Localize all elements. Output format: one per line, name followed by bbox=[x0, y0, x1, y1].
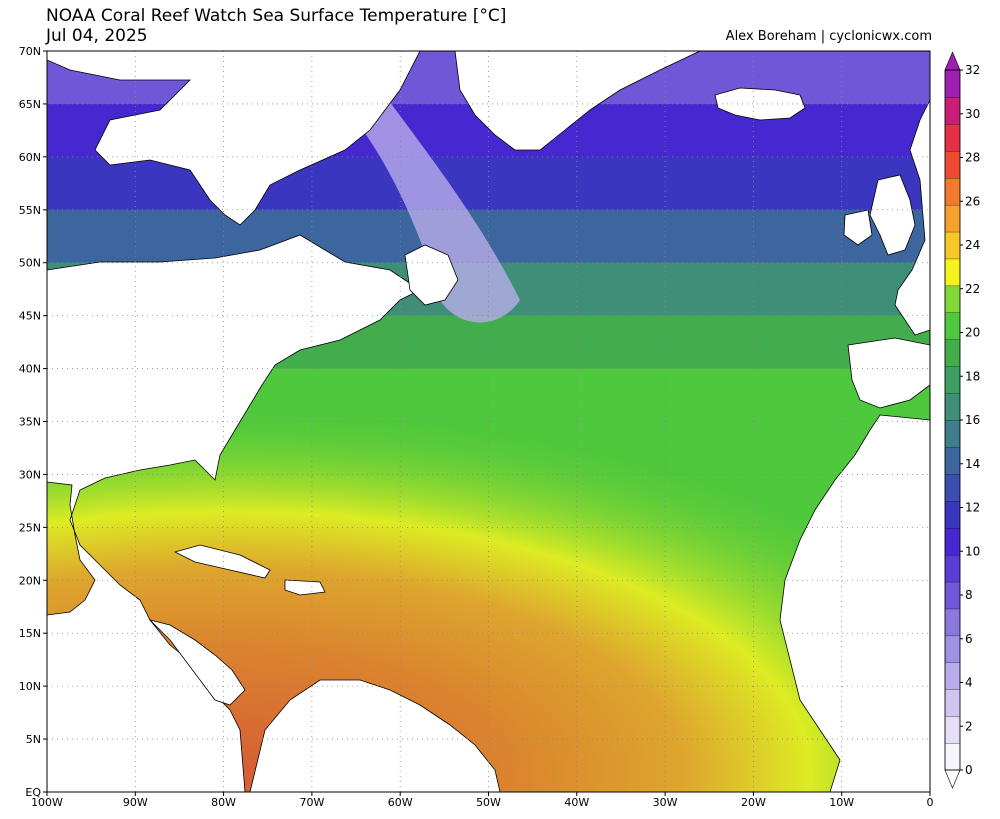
colorbar-swatch bbox=[944, 204, 961, 233]
colorbar-tick-label: 30 bbox=[965, 107, 980, 121]
cuba bbox=[173, 544, 271, 579]
colorbar-tick-label: 8 bbox=[965, 588, 973, 602]
lon-tick-label: 0 bbox=[927, 796, 934, 809]
colorbar-swatch bbox=[944, 312, 961, 340]
colorbar-swatch bbox=[944, 473, 961, 502]
lon-tick-label: 100W bbox=[31, 796, 63, 809]
land-masses bbox=[47, 51, 930, 792]
colorbar-swatch bbox=[944, 742, 961, 771]
colorbar-swatch bbox=[944, 177, 961, 206]
colorbar-swatch bbox=[944, 662, 961, 690]
colorbar bbox=[944, 51, 961, 789]
colorbar-max-arrow bbox=[944, 51, 961, 71]
greenland bbox=[454, 51, 701, 151]
colorbar-swatch bbox=[944, 689, 961, 717]
colorbar-tick-label: 20 bbox=[965, 326, 980, 340]
lon-tick-label: 60W bbox=[388, 796, 413, 809]
colorbar-swatch bbox=[944, 581, 961, 610]
colorbar-tick-label: 16 bbox=[965, 413, 980, 427]
colorbar-swatch bbox=[944, 366, 961, 394]
lat-tick-label: 15N bbox=[19, 627, 41, 640]
lon-tick-label: 80W bbox=[211, 796, 236, 809]
colorbar-tick-label: 22 bbox=[965, 282, 980, 296]
colorbar-tick-label: 32 bbox=[965, 63, 980, 77]
lon-tick-label: 10W bbox=[829, 796, 854, 809]
colorbar-swatch bbox=[944, 285, 961, 313]
south-america bbox=[249, 679, 501, 792]
lat-tick-label: 60N bbox=[19, 151, 41, 164]
colorbar-swatch bbox=[944, 258, 961, 287]
lat-tick-label: 25N bbox=[19, 521, 41, 534]
lon-tick-label: 50W bbox=[476, 796, 501, 809]
longitude-tick-labels: 100W 90W 80W 70W 60W 50W 40W 30W 20W 10W 0 bbox=[31, 792, 934, 809]
hispaniola bbox=[284, 579, 326, 596]
map-title: NOAA Coral Reef Watch Sea Surface Temper… bbox=[46, 6, 507, 26]
labrador-current bbox=[340, 60, 520, 323]
lat-tick-label: EQ bbox=[25, 786, 41, 799]
colorbar-swatch bbox=[944, 96, 961, 125]
lon-tick-label: 40W bbox=[564, 796, 589, 809]
lat-tick-label: 65N bbox=[19, 98, 41, 111]
colorbar-swatch bbox=[944, 716, 961, 744]
lon-tick-label: 20W bbox=[741, 796, 766, 809]
colorbar-tick-label: 12 bbox=[965, 501, 980, 515]
colorbar-tick-label: 2 bbox=[965, 719, 973, 733]
colorbar-swatch bbox=[944, 527, 961, 556]
hudson-bay-shore bbox=[47, 51, 421, 226]
colorbar-tick-label: 0 bbox=[965, 763, 973, 777]
map-date: Jul 04, 2025 bbox=[46, 26, 148, 46]
lat-tick-label: 10N bbox=[19, 680, 41, 693]
central-america bbox=[148, 619, 246, 706]
colorbar-swatch bbox=[944, 69, 961, 98]
iberia bbox=[847, 337, 930, 409]
colorbar-swatch bbox=[944, 635, 961, 663]
europe bbox=[894, 51, 930, 336]
colorbar-swatch bbox=[944, 608, 961, 637]
sst-field bbox=[47, 51, 930, 792]
lat-tick-label: 45N bbox=[19, 310, 41, 323]
colorbar-tick-label: 26 bbox=[965, 194, 980, 208]
colorbar-tick-label: 28 bbox=[965, 151, 980, 165]
lat-tick-label: 70N bbox=[19, 45, 41, 58]
colorbar-swatch bbox=[944, 392, 961, 421]
latitude-tick-labels: 70N 65N 60N 55N 50N 45N 40N 35N 30N 25N 20N 15N 10N 5… bbox=[19, 45, 47, 799]
lat-tick-label: 40N bbox=[19, 363, 41, 376]
colorbar-swatch bbox=[944, 554, 961, 583]
colorbar-tick-label: 14 bbox=[965, 457, 980, 471]
colorbar-tick-label: 18 bbox=[965, 369, 980, 383]
lat-tick-label: 50N bbox=[19, 257, 41, 270]
colorbar-swatch bbox=[944, 150, 961, 179]
lat-tick-label: 55N bbox=[19, 204, 41, 217]
colorbar-swatch bbox=[944, 500, 961, 529]
colorbar-tick-label: 10 bbox=[965, 544, 980, 558]
africa bbox=[779, 414, 930, 792]
colorbar-tick-label: 24 bbox=[965, 238, 980, 252]
lon-tick-label: 90W bbox=[123, 796, 148, 809]
map-credit: Alex Boreham | cyclonicwx.com bbox=[725, 29, 932, 44]
colorbar-swatch bbox=[944, 339, 961, 367]
lat-tick-label: 30N bbox=[19, 468, 41, 481]
colorbar-swatch bbox=[944, 419, 961, 448]
colorbar-tick-label: 4 bbox=[965, 676, 973, 690]
newfoundland bbox=[404, 244, 459, 306]
lat-tick-label: 5N bbox=[26, 733, 41, 746]
lat-tick-label: 20N bbox=[19, 574, 41, 587]
colorbar-swatch bbox=[944, 123, 961, 152]
lon-tick-label: 70W bbox=[299, 796, 324, 809]
iceland bbox=[714, 87, 806, 121]
graticule bbox=[47, 51, 930, 792]
colorbar-tick-label: 6 bbox=[965, 632, 973, 646]
lat-tick-label: 35N bbox=[19, 416, 41, 429]
colorbar-swatch bbox=[944, 231, 961, 260]
lon-tick-label: 30W bbox=[653, 796, 678, 809]
colorbar-min-arrow bbox=[944, 769, 961, 789]
ireland bbox=[843, 209, 873, 246]
colorbar-swatch bbox=[944, 446, 961, 475]
great-britain bbox=[869, 174, 916, 256]
